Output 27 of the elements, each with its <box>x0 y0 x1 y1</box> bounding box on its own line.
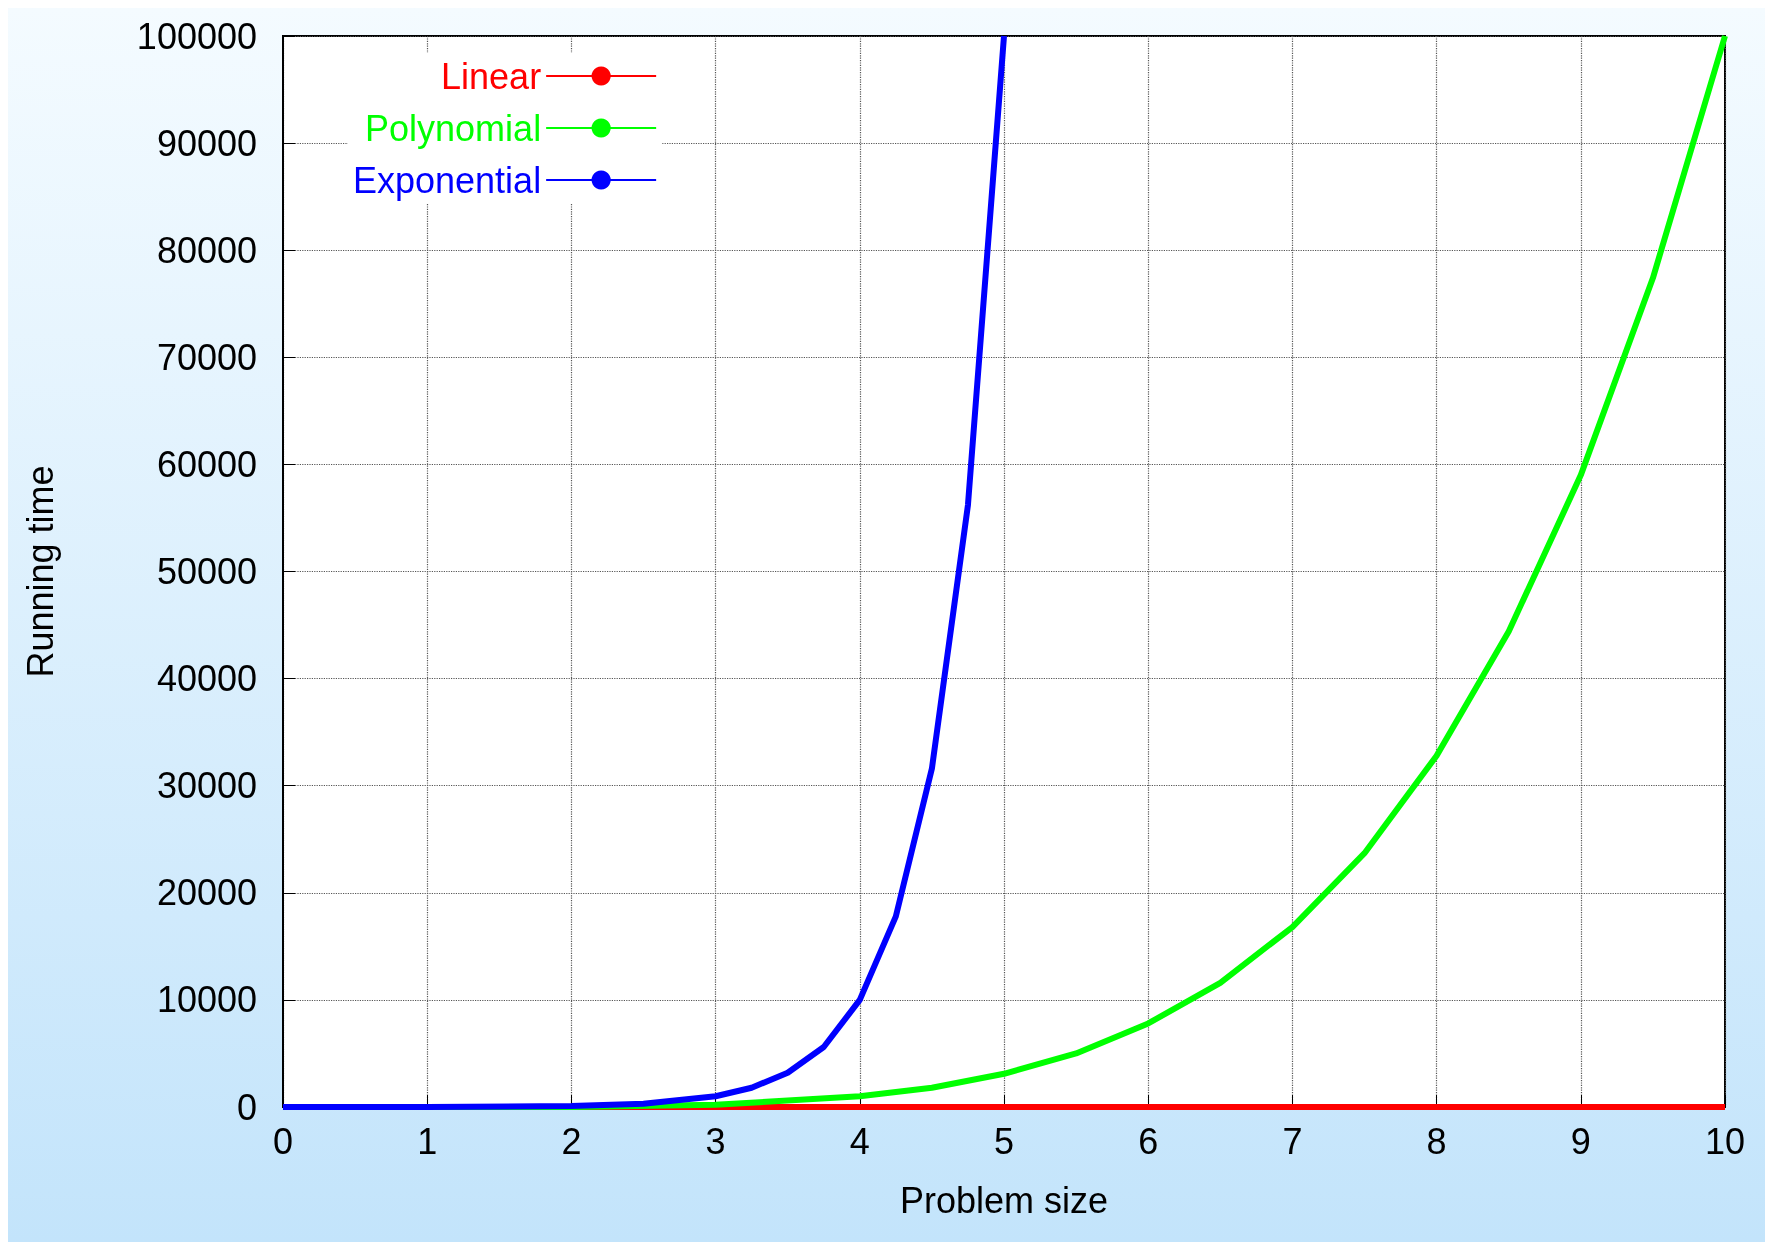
x-tick-label: 0 <box>272 1120 294 1162</box>
y-tick-label: 70000 <box>156 336 257 378</box>
y-tick-label: 80000 <box>156 229 257 271</box>
x-axis-title: Problem size <box>899 1179 1109 1221</box>
x-tick-label: 3 <box>705 1120 726 1162</box>
y-tick-label: 40000 <box>156 658 257 700</box>
x-tick-label: 10 <box>1704 1120 1746 1162</box>
x-tick-label: 6 <box>1138 1120 1159 1162</box>
legend-label: Linear <box>441 55 542 97</box>
y-tick-label: 0 <box>236 1086 257 1128</box>
y-tick-label: 30000 <box>156 765 257 807</box>
x-tick-label: 9 <box>1570 1120 1591 1162</box>
x-tick-label: 7 <box>1282 1120 1303 1162</box>
y-tick-label: 100000 <box>136 15 257 57</box>
y-tick-label: 90000 <box>156 122 257 164</box>
x-tick-label: 5 <box>993 1120 1015 1162</box>
y-axis-title: Running time <box>19 465 61 678</box>
legend-label: Exponential <box>353 159 542 201</box>
y-tick-label: 50000 <box>156 551 257 592</box>
y-tick-label: 10000 <box>156 979 257 1021</box>
x-tick-label: 4 <box>849 1120 870 1162</box>
x-tick-label: 1 <box>417 1120 438 1162</box>
y-tick-label: 60000 <box>156 443 257 485</box>
x-tick-label: 2 <box>561 1120 582 1162</box>
legend-label: Polynomial <box>365 107 542 149</box>
x-tick-label: 8 <box>1426 1120 1447 1162</box>
y-tick-label: 20000 <box>156 872 257 914</box>
